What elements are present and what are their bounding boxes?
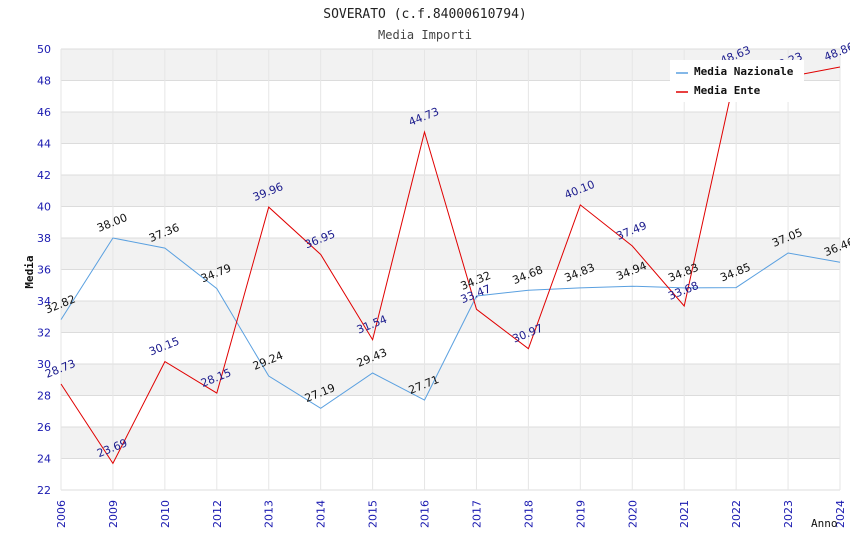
legend: Media Nazionale Media Ente	[670, 60, 804, 102]
x-tick-label: 2022	[730, 500, 743, 528]
x-tick-label: 2013	[263, 500, 276, 528]
y-axis-label: Media	[23, 255, 36, 288]
y-tick-label: 36	[37, 264, 51, 277]
y-tick-label: 26	[37, 421, 51, 434]
y-tick-label: 28	[37, 390, 51, 403]
x-tick-label: 2021	[678, 500, 691, 528]
series-line-ente	[60, 66, 841, 465]
gridlines	[60, 48, 841, 491]
chart-subtitle: Media Importi	[378, 28, 472, 42]
band	[61, 238, 840, 270]
x-tick-label: 2010	[159, 500, 172, 528]
y-tick-label: 32	[37, 327, 51, 340]
series-lines	[60, 66, 841, 465]
x-tick-label: 2018	[522, 500, 535, 528]
y-tick-label: 44	[37, 138, 51, 151]
band	[61, 175, 840, 207]
band	[61, 364, 840, 396]
y-tick-label: 46	[37, 106, 51, 119]
y-tick-label: 30	[37, 358, 51, 371]
x-tick-label: 2017	[470, 500, 483, 528]
band	[61, 301, 840, 333]
chart-title: SOVERATO (c.f.84000610794)	[323, 7, 527, 22]
y-tick-label: 40	[37, 201, 51, 214]
x-tick-label: 2019	[574, 500, 587, 528]
legend-label-ente: Media Ente	[694, 84, 761, 97]
series-line-nazionale	[60, 237, 841, 409]
band	[61, 112, 840, 144]
x-tick-label: 2023	[782, 500, 795, 528]
y-tick-label: 38	[37, 232, 51, 245]
x-tick-label: 2006	[55, 500, 68, 528]
x-tick-label: 2012	[211, 500, 224, 528]
background-bands	[61, 49, 840, 459]
y-tick-label: 34	[37, 295, 51, 308]
x-tick-label: 2015	[367, 500, 380, 528]
y-tick-label: 24	[37, 453, 51, 466]
y-tick-label: 22	[37, 484, 51, 497]
y-tick-label: 42	[37, 169, 51, 182]
legend-label-nazionale: Media Nazionale	[694, 65, 794, 78]
data-label-nazionale: 38.00	[95, 211, 129, 235]
y-tick-label: 48	[37, 75, 51, 88]
data-label-ente: 30.15	[147, 335, 181, 359]
y-tick-label: 50	[37, 43, 51, 56]
x-tick-label: 2009	[107, 500, 120, 528]
x-axis-ticks: 2006 2009 2010 2012 2013 2014 2015 2016 2017 2018…	[55, 500, 847, 528]
y-axis-ticks: 22 24 26 28 30 32 34 36 38 40 42 44 46 48 50	[37, 43, 51, 497]
x-tick-label: 2014	[315, 500, 328, 528]
x-tick-label: 2024	[834, 500, 847, 528]
x-tick-label: 2016	[419, 500, 432, 528]
x-axis-label: Anno	[811, 517, 838, 530]
x-tick-label: 2020	[626, 500, 639, 528]
band	[61, 427, 840, 459]
legend-box	[670, 60, 804, 102]
